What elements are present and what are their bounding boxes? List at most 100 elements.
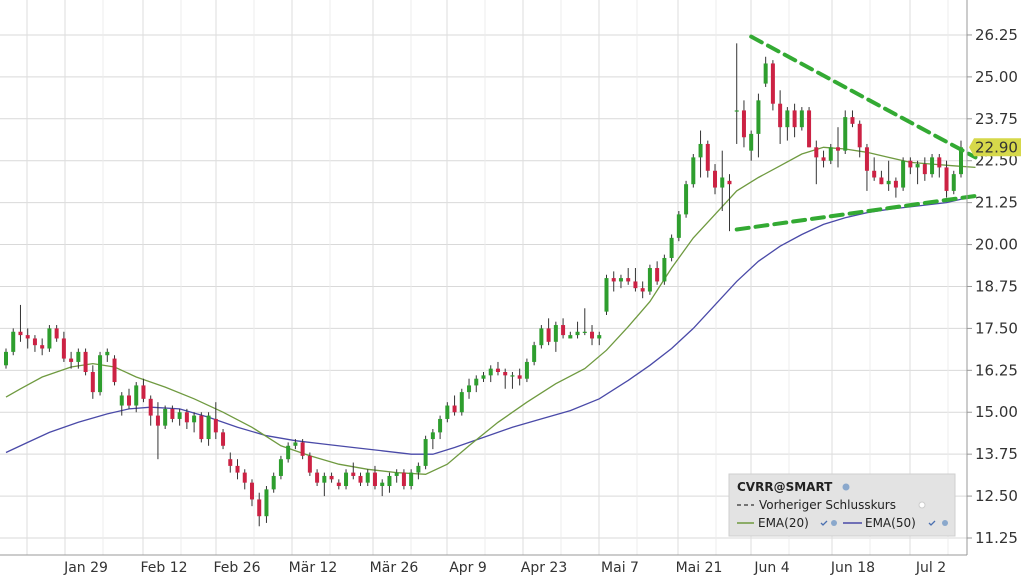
candle <box>647 264 652 295</box>
candle-body <box>640 288 645 292</box>
x-tick-label: Jul 2 <box>915 560 946 576</box>
candle <box>669 234 674 262</box>
legend-ema20-settings-icon[interactable] <box>831 520 837 526</box>
candle-body <box>228 459 233 466</box>
candle-body <box>4 351 8 366</box>
candle-body <box>872 170 877 178</box>
legend-item-ema20: EMA(20) <box>758 516 809 530</box>
candle <box>770 60 775 111</box>
legend-title-settings-icon[interactable] <box>842 483 850 491</box>
candle <box>792 103 797 138</box>
candle-body <box>199 415 204 440</box>
candle <box>242 469 247 490</box>
candle <box>662 254 667 285</box>
candle <box>83 348 88 376</box>
y-tick-label: 17.50 <box>975 319 1018 337</box>
candle-body <box>293 442 298 446</box>
candle <box>590 325 595 346</box>
candle <box>163 405 168 430</box>
x-tick-label: Jan 29 <box>63 560 108 576</box>
candle <box>582 308 587 336</box>
candle-body <box>54 328 59 339</box>
trendline <box>734 193 978 232</box>
candle-body <box>18 331 23 336</box>
candle <box>510 371 515 389</box>
candle-body <box>40 345 45 349</box>
candle <box>54 325 59 342</box>
candle <box>691 154 696 188</box>
candle <box>727 174 732 232</box>
candle <box>25 328 30 349</box>
candle-body <box>148 398 153 416</box>
candle <box>503 368 508 389</box>
candle <box>47 325 52 352</box>
candle-body <box>83 351 88 372</box>
y-tick-label: 12.50 <box>975 487 1018 505</box>
candle <box>235 459 240 480</box>
candle-body <box>770 63 775 104</box>
candle <box>741 100 746 148</box>
legend-ema20-check-icon[interactable] <box>820 520 828 526</box>
y-tick-label: 26.25 <box>975 26 1018 44</box>
candle-body <box>76 351 81 362</box>
candle <box>401 469 406 490</box>
candle <box>763 56 768 87</box>
candle <box>192 412 197 433</box>
legend-prev-close-toggle-icon[interactable] <box>918 501 926 509</box>
candle <box>105 348 110 362</box>
candle-body <box>474 378 479 386</box>
y-tick-label: 21.25 <box>975 194 1018 212</box>
candle-body <box>90 371 95 393</box>
candle-body <box>705 143 710 171</box>
candle <box>676 211 681 242</box>
candle-body <box>590 331 595 339</box>
candle <box>821 150 826 168</box>
y-tick-label: 20.00 <box>975 236 1018 254</box>
candle-body <box>98 355 103 393</box>
candle-body <box>459 392 464 413</box>
candle <box>539 325 544 349</box>
legend-ema50-check-icon[interactable] <box>928 520 936 526</box>
candle <box>828 143 833 165</box>
candle-body <box>119 395 124 406</box>
candle-body <box>112 358 117 383</box>
x-tick-label: Mai 7 <box>601 560 639 576</box>
candle-body <box>452 405 457 413</box>
candle <box>387 472 392 493</box>
candle <box>474 375 479 393</box>
candle-body <box>836 147 841 151</box>
candle <box>300 439 305 460</box>
candle <box>228 452 233 473</box>
candle-body <box>821 157 826 161</box>
y-tick-label: 15.00 <box>975 403 1018 421</box>
candle <box>409 469 414 490</box>
candle <box>372 465 377 490</box>
candle <box>365 469 370 487</box>
x-tick-label: Mär 12 <box>289 560 338 576</box>
candle-body <box>126 395 131 406</box>
candle <box>713 164 718 195</box>
candle-body <box>676 214 681 238</box>
candle <box>684 180 689 218</box>
candle-body <box>908 160 913 168</box>
candle-body <box>242 472 247 483</box>
candle-body <box>843 117 848 151</box>
legend-ema50-settings-icon[interactable] <box>942 520 948 526</box>
candle-body <box>713 170 718 188</box>
candle-body <box>336 482 341 487</box>
candle-body <box>915 164 920 168</box>
candle <box>944 160 949 198</box>
candle-body <box>633 281 638 289</box>
candle-body <box>365 472 370 483</box>
candle-body <box>177 412 182 419</box>
candle <box>69 351 74 369</box>
candle-body <box>951 174 956 191</box>
candle <box>155 402 160 460</box>
candle <box>430 429 435 450</box>
candle <box>922 157 927 181</box>
candle-body <box>604 278 609 312</box>
trendlines <box>734 34 978 232</box>
candle <box>134 382 139 413</box>
candle-body <box>792 110 797 128</box>
